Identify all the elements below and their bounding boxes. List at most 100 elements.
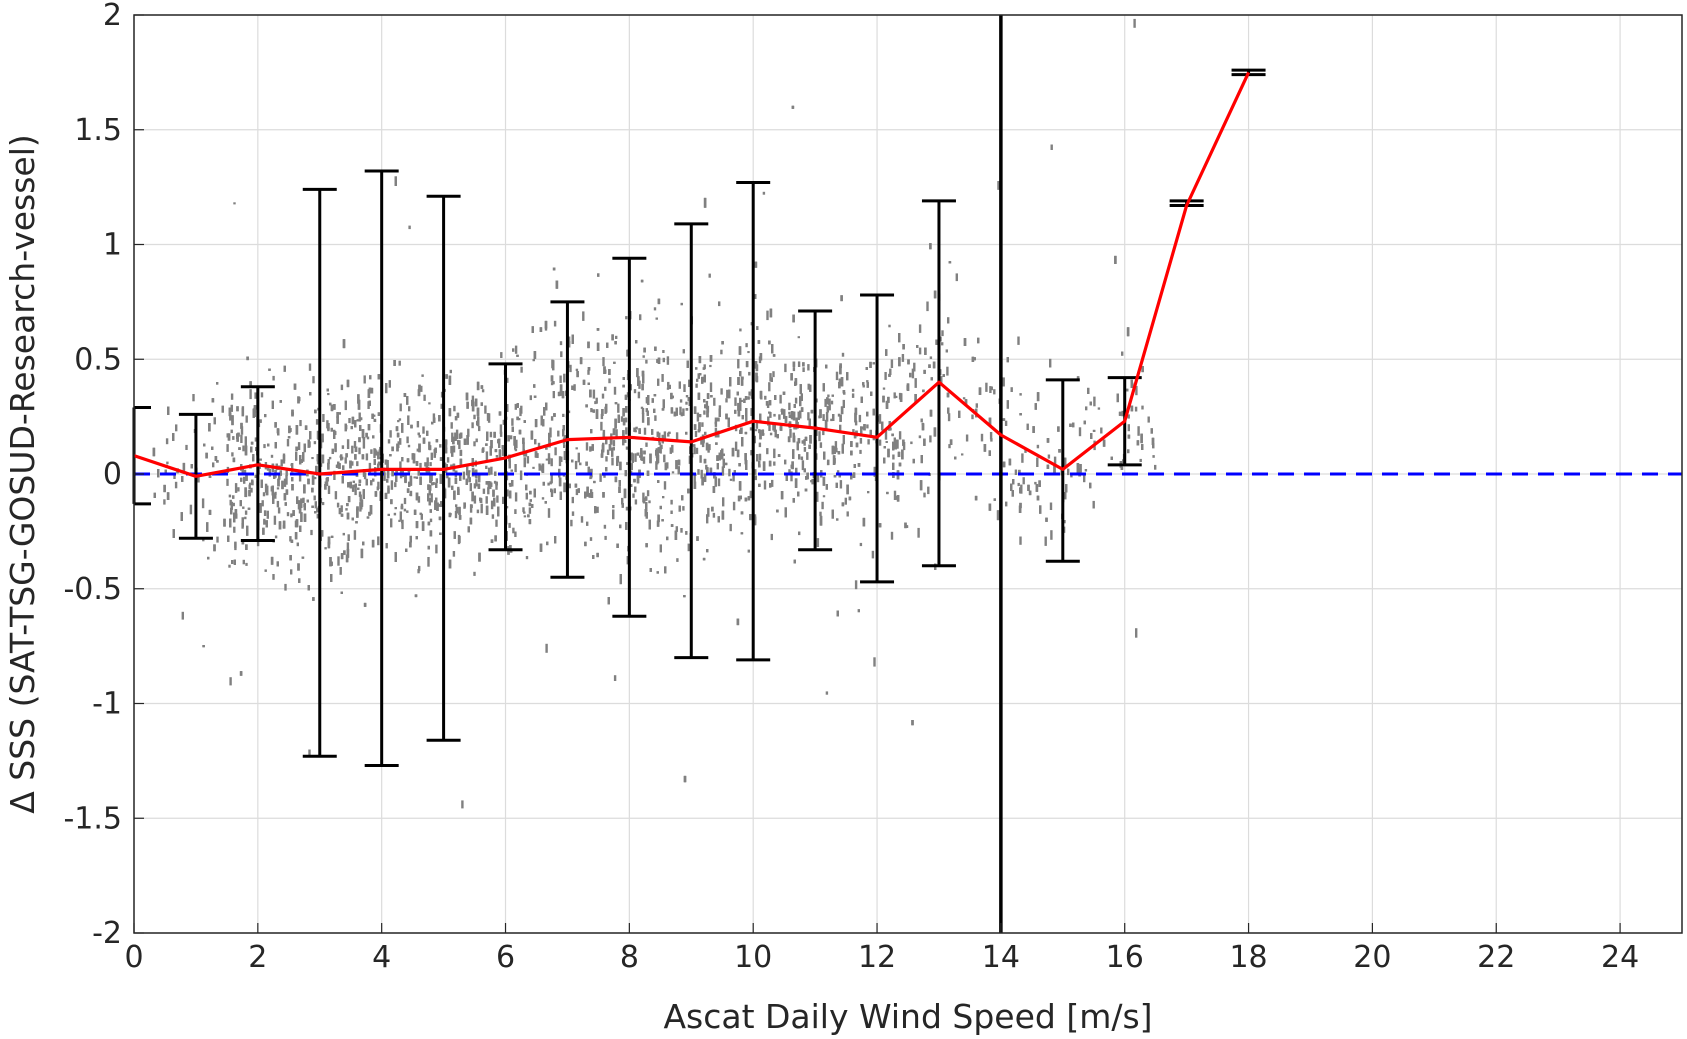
- scatter-point: [499, 424, 503, 435]
- scatter-point: [860, 396, 863, 403]
- scatter-point: [265, 485, 269, 496]
- scatter-point: [245, 415, 248, 423]
- scatter-point: [211, 446, 214, 450]
- scatter-point: [793, 404, 796, 408]
- scatter-point: [1116, 393, 1119, 403]
- scatter-point: [240, 426, 244, 435]
- scatter-point: [850, 473, 853, 480]
- scatter-point: [294, 532, 298, 540]
- scatter-point: [739, 401, 742, 411]
- scatter-point: [615, 335, 618, 339]
- scatter-point: [272, 574, 275, 580]
- scatter-point: [865, 367, 868, 370]
- scatter-point: [553, 488, 556, 494]
- scatter-point: [888, 324, 891, 328]
- scatter-point: [395, 426, 399, 432]
- scatter-point: [795, 417, 798, 428]
- scatter-point: [613, 386, 617, 395]
- scatter-point: [1114, 255, 1117, 264]
- scatter-point: [635, 426, 638, 430]
- scatter-point: [609, 437, 613, 445]
- scatter-point: [852, 429, 855, 435]
- scatter-point: [600, 453, 604, 458]
- scatter-point: [286, 439, 290, 447]
- scatter-point: [595, 409, 599, 419]
- scatter-point: [732, 473, 735, 482]
- scatter-point: [587, 367, 591, 371]
- scatter-point: [983, 444, 987, 452]
- scatter-point: [989, 432, 993, 440]
- scatter-point: [776, 509, 779, 513]
- scatter-point: [549, 427, 552, 438]
- scatter-point: [346, 512, 350, 520]
- scatter-point: [403, 497, 407, 505]
- scatter-point: [797, 438, 801, 444]
- scatter-point: [249, 482, 252, 485]
- scatter-point: [1028, 490, 1032, 496]
- scatter-point: [538, 463, 541, 467]
- scatter-point: [428, 498, 431, 506]
- scatter-point: [433, 417, 436, 423]
- scatter-point: [493, 431, 496, 438]
- scatter-point: [485, 496, 488, 504]
- scatter-point: [620, 416, 624, 422]
- scatter-point: [595, 397, 598, 404]
- scatter-point: [1102, 439, 1106, 447]
- scatter-point: [854, 412, 857, 423]
- scatter-point: [351, 486, 355, 492]
- scatter-point: [371, 539, 375, 548]
- scatter-point: [514, 448, 518, 452]
- scatter-point: [274, 470, 277, 473]
- scatter-point: [611, 457, 614, 466]
- scatter-point: [563, 444, 566, 448]
- scatter-point: [640, 406, 644, 409]
- scatter-point: [893, 442, 896, 450]
- scatter-point: [655, 449, 658, 456]
- scatter-point: [764, 395, 767, 400]
- scatter-point: [806, 452, 809, 460]
- scatter-point: [631, 453, 634, 463]
- scatter-point: [227, 535, 230, 542]
- scatter-point: [276, 487, 280, 490]
- scatter-point: [311, 457, 314, 460]
- scatter-point: [767, 416, 770, 426]
- scatter-point: [189, 504, 193, 515]
- scatter-point: [642, 374, 645, 384]
- scatter-point: [929, 243, 932, 250]
- scatter-point: [314, 501, 317, 509]
- scatter-point: [407, 415, 410, 425]
- scatter-point: [932, 361, 936, 369]
- scatter-point: [748, 371, 751, 376]
- scatter-point: [427, 557, 430, 567]
- scatter-point: [361, 429, 365, 439]
- scatter-point: [289, 555, 292, 561]
- scatter-point: [330, 404, 334, 412]
- scatter-point: [477, 483, 481, 489]
- scatter-point: [756, 326, 759, 330]
- scatter-point: [544, 320, 548, 329]
- scatter-point: [683, 384, 686, 392]
- scatter-point: [682, 506, 685, 511]
- scatter-point: [509, 435, 513, 440]
- scatter-point: [897, 451, 901, 457]
- scatter-point: [278, 521, 282, 530]
- scatter-point: [825, 364, 828, 369]
- scatter-point: [571, 459, 574, 463]
- mean-line: [133, 71, 1251, 478]
- scatter-point: [557, 430, 560, 437]
- scatter-point: [656, 520, 660, 527]
- scatter-point: [341, 445, 345, 449]
- scatter-point: [825, 412, 829, 422]
- x-tick-label: 16: [1106, 940, 1144, 975]
- scatter-point: [527, 514, 530, 518]
- scatter-point: [340, 591, 343, 594]
- scatter-point: [680, 528, 683, 533]
- scatter-point: [629, 484, 633, 487]
- scatter-point: [592, 409, 595, 413]
- scatter-point: [722, 458, 725, 468]
- scatter-point: [244, 510, 248, 515]
- scatter-point: [664, 566, 667, 574]
- scatter-point: [831, 394, 834, 397]
- scatter-point: [645, 543, 648, 548]
- scatter-point: [297, 500, 301, 510]
